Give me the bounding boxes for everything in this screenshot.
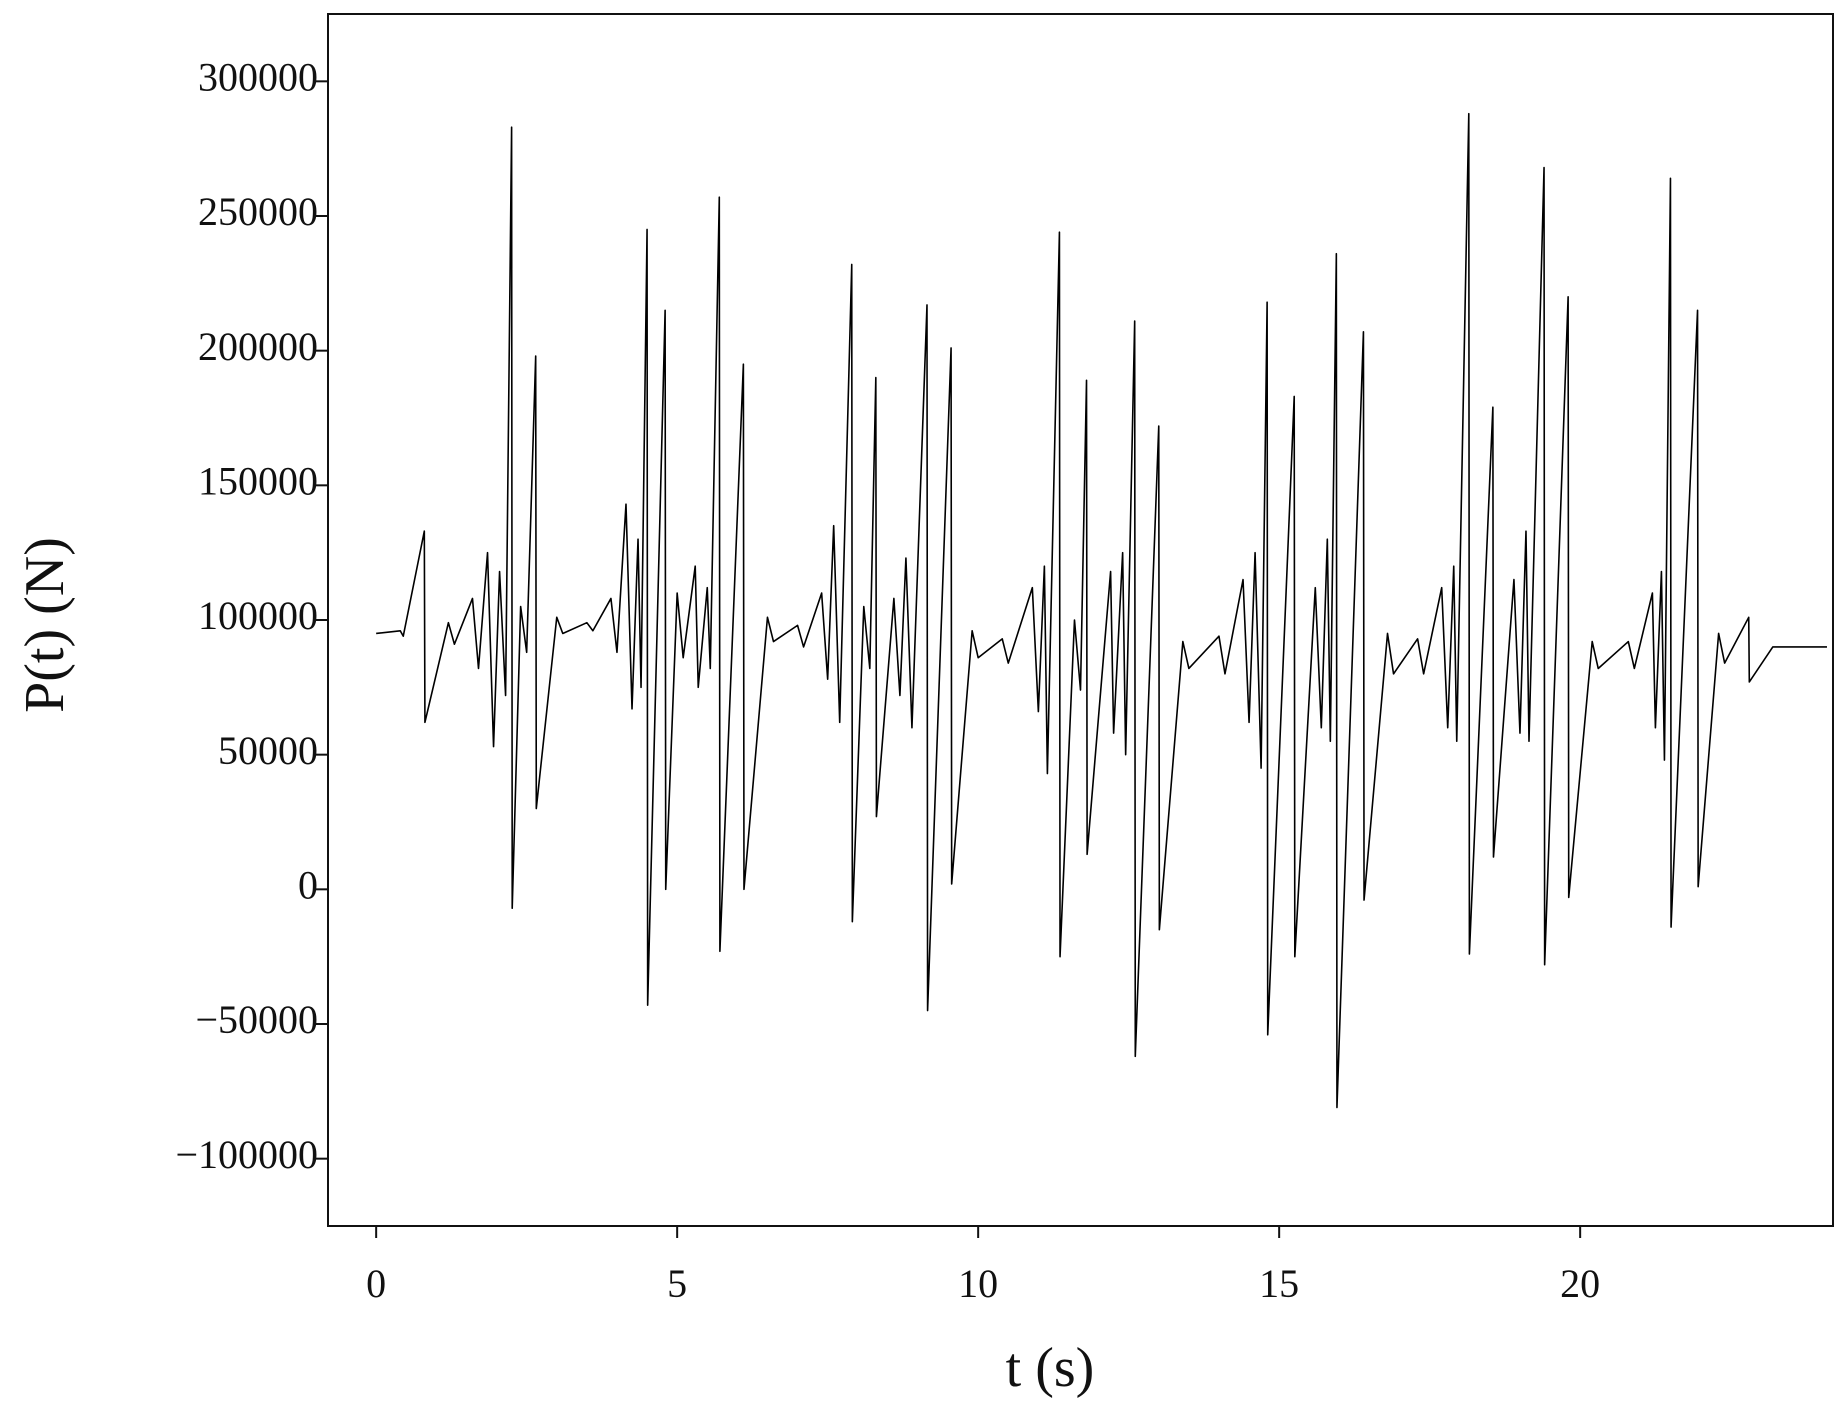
y-tick-label: 100000 [198,593,318,638]
x-tick-label: 0 [366,1261,386,1306]
signal-line [376,112,1827,1109]
y-tick-label: 50000 [218,728,318,773]
y-tick-label: 200000 [198,324,318,369]
y-tick-label: 250000 [198,189,318,234]
x-tick-label: 10 [958,1261,998,1306]
x-tick-label: 15 [1259,1261,1299,1306]
x-tick-label: 20 [1560,1261,1600,1306]
y-tick-label: 300000 [198,55,318,100]
y-tick-label: 0 [298,863,318,908]
x-axis-title: t (s) [1006,1337,1095,1399]
x-tick-label: 5 [667,1261,687,1306]
y-tick-label: 150000 [198,459,318,504]
y-tick-label: −50000 [195,997,318,1042]
y-tick-label: −100000 [175,1132,318,1177]
plot-frame [327,13,1834,1227]
y-axis-title: P(t) (N) [14,537,76,713]
